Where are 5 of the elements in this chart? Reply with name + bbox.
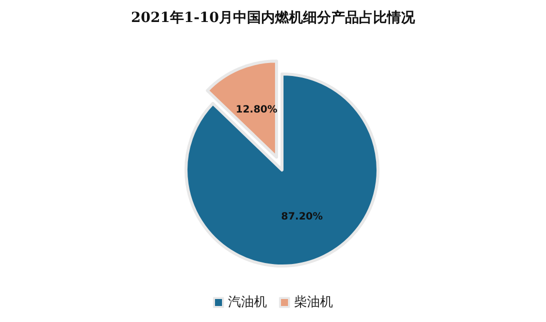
data-label: 87.20% [281, 211, 323, 222]
chart-title: 2021年1-10月中国内燃机细分产品占比情况 [131, 9, 416, 26]
data-label: 12.80% [236, 104, 278, 116]
legend-label: 汽油机 [228, 295, 267, 310]
legend-label: 柴油机 [294, 295, 333, 310]
